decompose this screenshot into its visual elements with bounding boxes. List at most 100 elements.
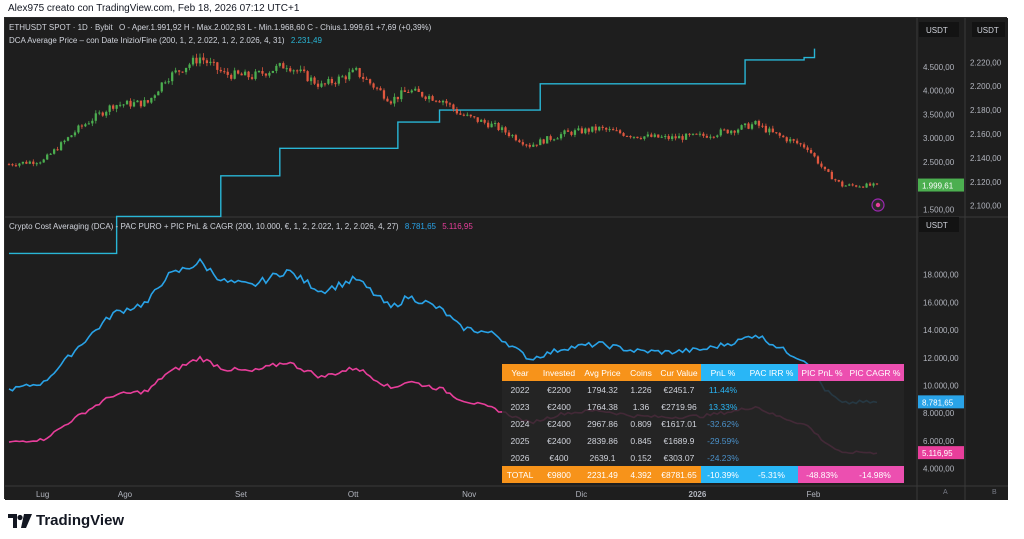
candle-body [275,65,278,71]
candle-body [476,117,479,122]
candle-body [174,70,177,73]
scale-button-a[interactable]: A [943,489,948,496]
table-cell: €1689.9 [664,436,695,446]
candle-body [622,133,625,136]
candle-body [723,129,726,131]
candle-body [35,163,38,165]
candle-body [688,133,691,135]
table-total-cell [502,466,538,483]
candle-body [691,133,695,135]
chart-frame[interactable]: Year Invested Avg Price Coins Cur Value PnL %… [4,17,1008,500]
candle-body [872,183,875,186]
table-cell: 2839.86 [587,436,618,446]
candle-body [386,98,389,102]
candle-body [296,70,299,72]
table-header-text: Cur Value [660,368,697,378]
candle-body [202,57,205,61]
candle-body [816,156,820,164]
price-axis-tick: 2.500,00 [923,158,955,167]
table-cell: 1.36 [633,402,650,412]
price-axis-tick: 1.500,00 [923,205,955,214]
usdt-badge-right[interactable] [972,22,1005,37]
candle-body [59,142,63,151]
candle-body [820,163,823,167]
table-cell: 2967.86 [587,419,618,429]
candle-body [438,101,441,103]
tradingview-logo[interactable]: TradingView [8,512,124,529]
dca-legend: DCA Average Price – con Date Inizio/Fine… [9,36,323,45]
candle-body [802,144,806,148]
candle-body [292,70,295,72]
candle-body [813,152,816,157]
candle-body [580,128,584,134]
candle-body [94,113,97,121]
table-total-text: €9800 [547,470,571,480]
candle-body [771,128,774,133]
candle-body [302,69,306,72]
candle-body [160,82,163,92]
current-price-label [918,178,964,192]
candle-body [684,133,688,140]
candle-body [150,97,153,103]
chart-svg[interactable]: Year Invested Avg Price Coins Cur Value PnL %… [5,18,1008,500]
table-cell: €2200 [547,385,571,395]
candle-body [747,123,750,129]
candle-body [768,128,771,133]
table-header-cell [580,364,625,381]
candle-body [365,78,368,80]
candle-body [282,63,285,69]
usdt-badge-top[interactable] [919,22,959,37]
candles-layer [7,53,879,189]
candle-body [577,128,580,131]
indicator-axis-tick: 12.000,00 [923,354,959,363]
candle-body [827,169,830,172]
candle-body [618,130,622,134]
candle-body [587,128,590,132]
candle-body [736,129,740,133]
candle-body [129,100,132,107]
axes-layer: 4.500,00 4.000,00 3.500,00 3.000,00 2.500,00… [36,58,1002,499]
candle-body [521,142,524,145]
header-text: Alex975 creato con TradingView.com, Feb … [8,3,300,14]
table-cell: 2025 [511,436,530,446]
indicator-axis-tick: 16.000,00 [923,298,959,307]
candle-body [7,164,11,166]
candle-body [195,57,198,64]
candle-body [855,185,858,187]
candle-body [559,134,563,139]
candle-body [448,103,452,105]
scale-button-b[interactable]: B [992,489,997,496]
candle-body [73,132,77,136]
candle-body [414,88,417,91]
candle-body [77,125,80,133]
candle-body [702,133,705,136]
candle-body [334,83,337,85]
candle-body [320,83,323,87]
candle-body [636,136,639,139]
candle-body [500,127,504,131]
candle-body [650,134,653,137]
table-cell: €2719.96 [661,402,697,412]
candle-body [632,136,636,138]
candle-body [389,101,393,104]
candle-body [341,76,344,78]
candle-body [792,139,795,141]
candle-body [80,125,84,127]
candle-body [101,112,104,116]
right-axis-tick: 2.200,00 [970,82,1002,91]
table-total-cell [625,466,657,483]
candle-body [445,100,448,104]
candle-body [601,126,604,128]
table-header-cell [846,364,904,381]
table-header-cell [657,364,701,381]
candle-body [573,130,577,135]
table-total-cell [657,466,701,483]
price-axis-tick: 3.000,00 [923,134,955,143]
table-cell: 0.152 [630,453,652,463]
candle-body [743,123,747,126]
usdt-badge-bottom[interactable] [919,217,959,232]
candle-body [823,166,827,170]
candle-body [53,149,56,154]
candle-body [834,179,837,181]
candle-body [705,135,709,138]
